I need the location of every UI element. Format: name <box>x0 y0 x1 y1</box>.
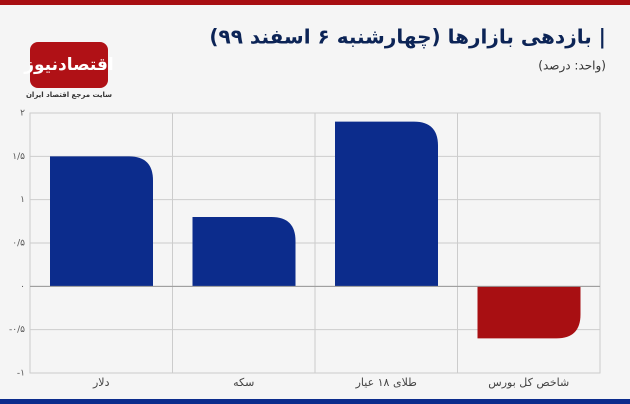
bar <box>192 217 296 287</box>
y-tick-label: ۱/۵ <box>12 152 25 162</box>
bar <box>335 121 438 287</box>
bottom-stripe <box>0 399 630 404</box>
logo-tagline: سایت مرجع اقتصاد ایران <box>26 91 112 99</box>
bar <box>50 156 153 287</box>
x-tick-label: شاخص کل بورس <box>488 376 569 389</box>
y-tick-label: -۱ <box>17 369 25 379</box>
top-stripe <box>0 0 630 5</box>
y-tick-label: ۰ <box>20 282 25 292</box>
y-tick-label: ۱ <box>20 195 25 205</box>
y-tick-label: ۲ <box>20 109 25 119</box>
bar <box>477 286 581 339</box>
y-tick-label: -۰/۵ <box>9 325 25 335</box>
chart-title: | بازدهی بازارها (چهارشنبه ۶ اسفند ۹۹) <box>209 25 606 50</box>
logo-box <box>30 42 108 88</box>
x-tick-label: سکه <box>233 376 254 389</box>
logo-name: اقتصادنیوز <box>23 55 114 75</box>
x-tick-label: طلای ۱۸ عیار <box>355 376 418 389</box>
chart-subtitle: (واحد: درصد) <box>538 59 606 74</box>
y-tick-label: ۰/۵ <box>12 239 25 249</box>
x-tick-label: دلار <box>92 376 110 389</box>
